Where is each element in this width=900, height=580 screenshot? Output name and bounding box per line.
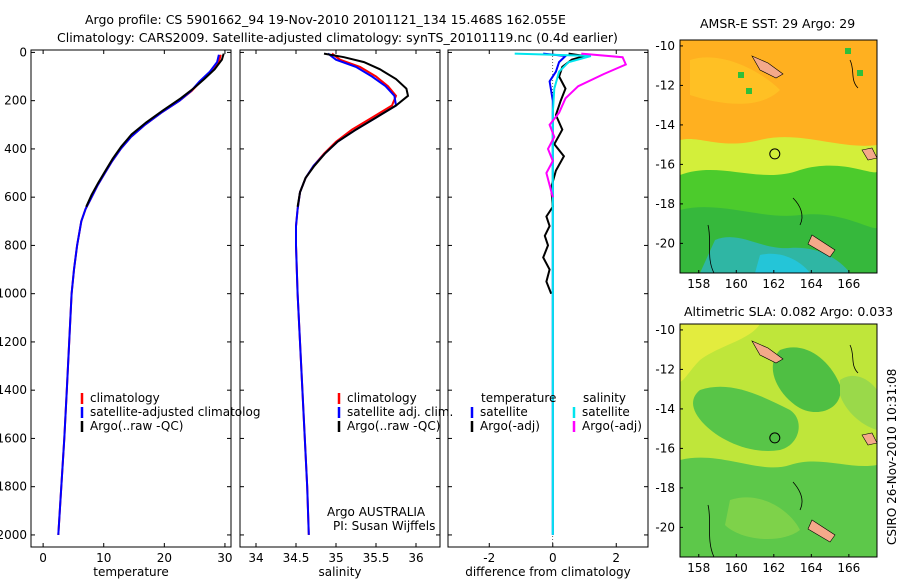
sla-argo-location-marker: [769, 432, 781, 444]
y-tick-label: 1400: [0, 383, 27, 397]
map-y-tick-label: -16: [655, 157, 675, 171]
x-axis-label: difference from climatology: [465, 565, 631, 579]
x-tick-label: 20: [157, 551, 172, 565]
sla-map-panel: [679, 323, 878, 558]
map-x-tick-label: 162: [762, 561, 785, 575]
x-tick-label: 35.5: [363, 551, 390, 565]
x-tick-label: 35: [328, 551, 343, 565]
temperature-argo-raw-qc-line: [85, 53, 225, 208]
map-y-tick-label: -10: [655, 323, 675, 337]
map-x-tick-label: 166: [837, 277, 860, 291]
map-y-tick-label: -10: [655, 39, 675, 53]
map-x-tick-label: 158: [687, 561, 710, 575]
principal-investigator: PI: Susan Wijffels: [333, 519, 435, 533]
x-axis-label: temperature: [93, 565, 168, 579]
x-tick-label: 0: [39, 551, 47, 565]
sst-map-image: [680, 40, 877, 273]
legend-label: Argo(..raw -QC): [90, 419, 183, 433]
y-tick-label: 1600: [0, 431, 27, 445]
sst-map-panel: [679, 39, 878, 274]
y-tick-label: 600: [4, 190, 27, 204]
legend-header-temperature: temperature: [481, 391, 556, 405]
salinity-axes: [239, 49, 441, 548]
y-tick-label: 1800: [0, 480, 27, 494]
x-tick-label: 2: [612, 551, 620, 565]
y-tick-label: 200: [4, 94, 27, 108]
map-x-tick-label: 166: [837, 561, 860, 575]
x-tick-label: 36: [408, 551, 423, 565]
y-tick-label: 800: [4, 238, 27, 252]
map-x-tick-label: 160: [725, 561, 748, 575]
sst-map-frame: [679, 39, 878, 274]
map-y-tick-label: -20: [655, 236, 675, 250]
map-y-tick-label: -18: [655, 197, 675, 211]
legend-label: satellite-adjusted climatolog: [90, 405, 260, 419]
legend-label: climatology: [90, 391, 160, 405]
x-tick-label: 0: [549, 551, 557, 565]
legend-label: Argo(-adj): [480, 419, 540, 433]
temperature-axes: [30, 49, 232, 548]
map-y-tick-label: -18: [655, 481, 675, 495]
y-tick-label: 0: [19, 45, 27, 59]
x-tick-label: 34: [248, 551, 263, 565]
legend-label: satellite adj. clim.: [347, 405, 453, 419]
csiro-timestamp: CSIRO 26-Nov-2010 10:31:08: [885, 369, 899, 545]
map-y-tick-label: -20: [655, 520, 675, 534]
salinity-argo-raw-qc-line: [296, 52, 410, 207]
difference-axes: [447, 49, 649, 548]
legend-label: Argo(-adj): [582, 419, 642, 433]
legend-header-salinity: salinity: [583, 391, 626, 405]
sla-map-title: Altimetric SLA: 0.082 Argo: 0.033: [684, 304, 893, 319]
difference-salinity-argo-adj-line: [545, 52, 628, 198]
y-tick-label: 400: [4, 142, 27, 156]
map-x-tick-label: 158: [687, 277, 710, 291]
header-line-1: Argo profile: CS 5901662_94 19-Nov-2010 …: [85, 12, 566, 27]
legend-label: satellite: [480, 405, 528, 419]
map-x-tick-label: 164: [800, 561, 823, 575]
y-tick-label: 1200: [0, 335, 27, 349]
difference-temperature-argo-adj-line: [542, 52, 585, 295]
sst-map-title: AMSR-E SST: 29 Argo: 29: [700, 16, 855, 31]
x-tick-label: 34.5: [283, 551, 310, 565]
x-tick-label: 30: [217, 551, 232, 565]
legend-label: satellite: [582, 405, 630, 419]
map-y-tick-label: -14: [655, 118, 675, 132]
header-line-2: Climatology: CARS2009. Satellite-adjuste…: [57, 30, 618, 45]
y-tick-label: 2000: [0, 528, 27, 542]
legend-label: climatology: [347, 391, 417, 405]
sla-map-frame: [679, 323, 878, 558]
legend-label: Argo(..raw -QC): [347, 419, 440, 433]
map-x-tick-label: 162: [762, 277, 785, 291]
map-x-tick-label: 164: [800, 277, 823, 291]
sst-argo-location-marker: [769, 148, 781, 160]
map-y-tick-label: -12: [655, 78, 675, 92]
argo-float-owner: Argo AUSTRALIA: [327, 505, 426, 519]
x-tick-label: -2: [483, 551, 495, 565]
map-x-tick-label: 160: [725, 277, 748, 291]
map-y-tick-label: -14: [655, 402, 675, 416]
map-y-tick-label: -16: [655, 441, 675, 455]
x-tick-label: 10: [96, 551, 111, 565]
y-tick-label: 1000: [0, 287, 27, 301]
difference-salinity-satellite-line: [514, 52, 592, 535]
x-axis-label: salinity: [318, 565, 361, 579]
map-y-tick-label: -12: [655, 362, 675, 376]
